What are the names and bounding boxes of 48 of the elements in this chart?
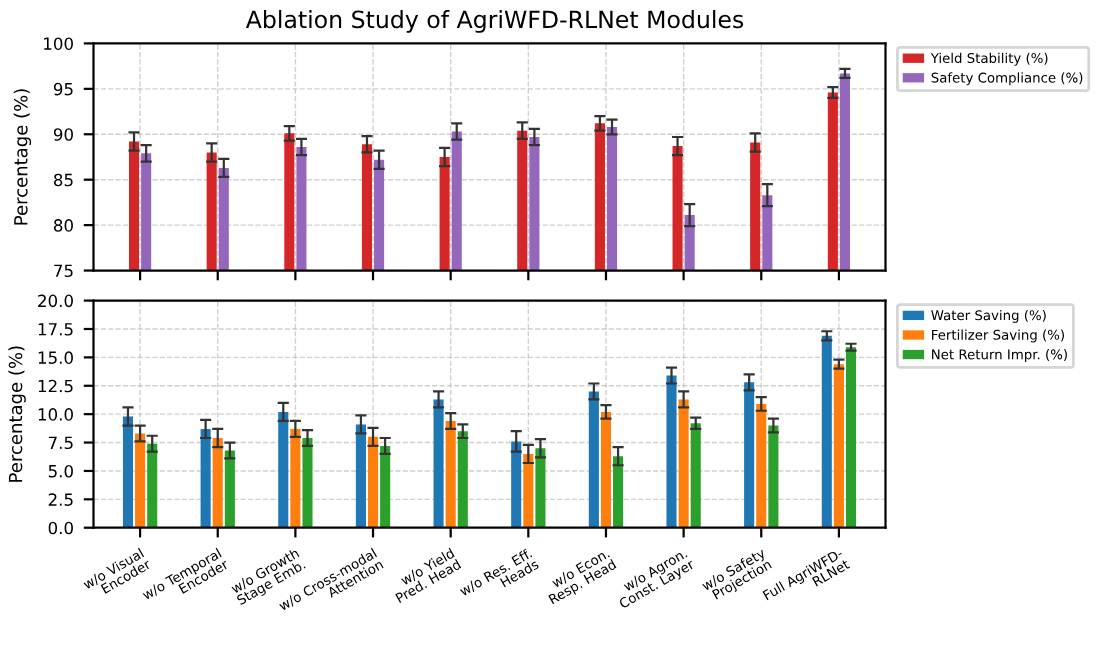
bar xyxy=(147,443,158,528)
bar xyxy=(511,441,522,528)
bar xyxy=(588,391,599,528)
bar xyxy=(457,431,468,528)
y-tick-label: 17.5 xyxy=(38,323,73,336)
bar xyxy=(690,423,701,528)
bar xyxy=(355,424,366,528)
y-tick-label: 20.0 xyxy=(38,294,73,308)
y-tick-label: 95 xyxy=(53,82,73,96)
bar xyxy=(122,416,134,528)
y-tick-label: 2.5 xyxy=(48,493,73,506)
chart-title: Ablation Study of AgriWFD-RLNet Modules xyxy=(245,10,744,33)
bar xyxy=(445,420,456,528)
bar xyxy=(212,438,223,528)
bar xyxy=(535,448,546,528)
y-tick-label: 10.0 xyxy=(38,408,73,421)
bar xyxy=(845,347,857,528)
bar xyxy=(678,399,689,528)
y-axis-title: Percentage (%) xyxy=(13,89,32,225)
bar xyxy=(833,364,844,528)
bar xyxy=(200,428,211,528)
bar xyxy=(600,411,612,528)
bar xyxy=(768,425,779,528)
y-tick-label: 90 xyxy=(53,128,73,141)
bar xyxy=(756,403,767,528)
y-tick-label: 0.0 xyxy=(48,521,73,535)
bar xyxy=(666,375,677,528)
bar xyxy=(278,411,289,528)
y-tick-label: 12.5 xyxy=(38,379,73,393)
y-tick-label: 80 xyxy=(53,219,73,232)
bar xyxy=(613,456,624,528)
y-tick-label: 85 xyxy=(53,173,73,187)
bar xyxy=(523,453,534,528)
y-axis-title: Percentage (%) xyxy=(8,346,26,482)
bar xyxy=(290,428,301,528)
y-tick-label: 7.5 xyxy=(48,436,73,450)
y-tick-label: 5.0 xyxy=(48,464,73,478)
bar xyxy=(224,450,235,528)
bar xyxy=(433,399,444,528)
y-tick-label: 75 xyxy=(54,264,73,278)
bar xyxy=(821,335,832,528)
bar xyxy=(367,436,379,528)
bar xyxy=(302,438,313,528)
bar xyxy=(380,445,391,528)
bar xyxy=(135,433,146,528)
y-tick-label: 100 xyxy=(44,37,73,50)
y-tick-label: 15.0 xyxy=(38,351,73,364)
bar xyxy=(744,382,755,528)
